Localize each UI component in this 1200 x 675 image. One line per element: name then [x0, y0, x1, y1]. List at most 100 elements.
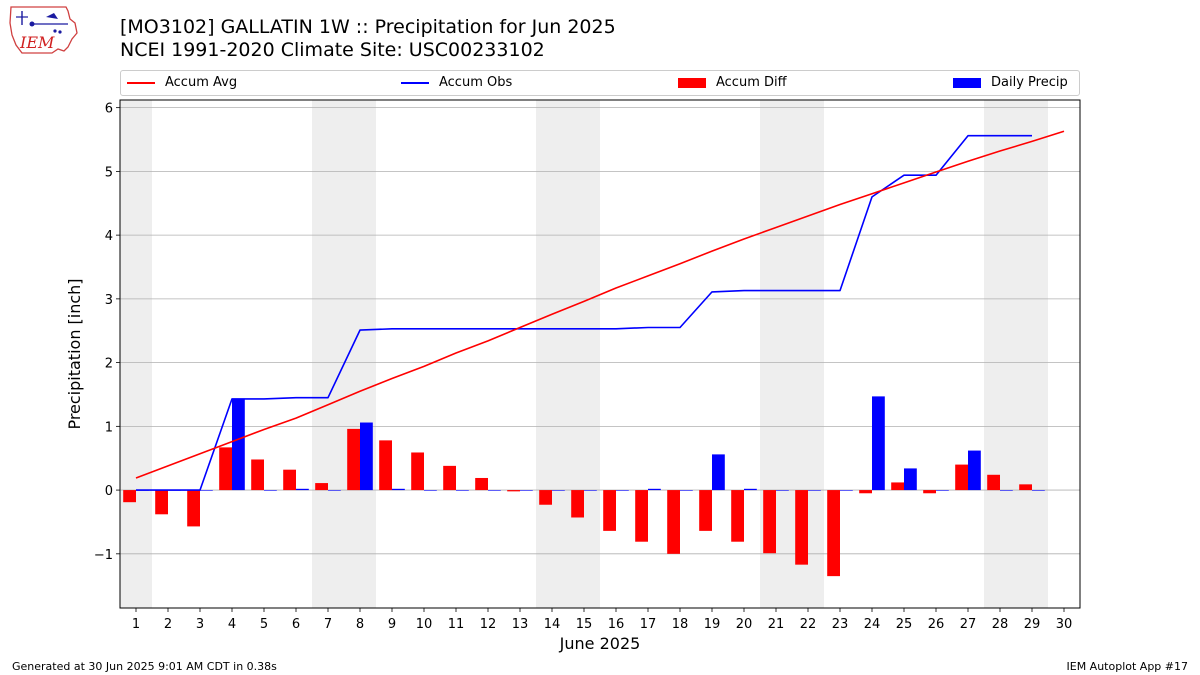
x-tick-label: 25 — [896, 617, 913, 632]
accum-diff-bar — [251, 459, 264, 491]
weekend-band — [984, 100, 1048, 608]
legend-swatch-diff — [678, 77, 706, 88]
x-tick-label: 23 — [832, 617, 849, 632]
daily-precip-bar — [936, 490, 949, 491]
weekend-band — [312, 100, 376, 608]
x-tick-label: 4 — [228, 617, 236, 632]
legend-item-daily: Daily Precip — [953, 75, 1068, 90]
daily-precip-bar — [872, 396, 885, 491]
x-tick-label: 10 — [416, 617, 433, 632]
daily-precip-bar — [904, 468, 917, 491]
accum-diff-bar — [443, 465, 456, 491]
x-tick-label: 12 — [480, 617, 497, 632]
accum-diff-bar — [795, 490, 808, 565]
daily-precip-bar — [392, 488, 405, 491]
chart-subtitle: NCEI 1991-2020 Climate Site: USC00233102 — [120, 39, 545, 61]
legend-swatch-obs — [401, 81, 429, 84]
x-axis-label: June 2025 — [559, 634, 641, 653]
x-tick-label: 3 — [196, 617, 204, 632]
daily-precip-bar — [424, 490, 437, 491]
daily-precip-bar — [488, 490, 501, 491]
x-tick-label: 30 — [1056, 617, 1073, 632]
y-tick-label: 1 — [105, 420, 113, 435]
accum-diff-bar — [603, 490, 616, 531]
x-tick-label: 9 — [388, 617, 396, 632]
x-tick-label: 15 — [576, 617, 593, 632]
legend-item-obs: Accum Obs — [401, 75, 512, 90]
y-tick-label: 3 — [105, 293, 113, 308]
y-tick-label: 5 — [105, 165, 113, 180]
footer-app-label: IEM Autoplot App #17 — [1066, 660, 1189, 673]
daily-precip-bar — [680, 490, 693, 491]
accum-diff-bar — [347, 428, 360, 491]
accum-diff-bar — [571, 490, 584, 518]
daily-precip-bar — [552, 490, 565, 491]
accum-diff-bar — [315, 483, 328, 491]
legend-item-avg: Accum Avg — [127, 75, 237, 90]
accum-diff-bar — [699, 490, 712, 531]
x-tick-label: 7 — [324, 617, 332, 632]
daily-precip-bar — [744, 488, 757, 491]
daily-precip-bar — [1000, 490, 1013, 491]
legend: Accum Avg Accum Obs Accum Diff Daily Pre… — [120, 70, 1080, 96]
x-tick-label: 19 — [704, 617, 721, 632]
accum-diff-bar — [667, 490, 680, 554]
legend-swatch-daily — [953, 77, 981, 88]
legend-label-diff: Accum Diff — [716, 75, 787, 90]
accum-diff-bar — [731, 490, 744, 542]
legend-label-obs: Accum Obs — [439, 75, 513, 90]
chart-title: [MO3102] GALLATIN 1W :: Precipitation fo… — [120, 16, 616, 38]
legend-item-diff: Accum Diff — [678, 75, 787, 90]
daily-precip-bar — [264, 490, 277, 491]
x-tick-label: 21 — [768, 617, 785, 632]
x-tick-label: 27 — [960, 617, 977, 632]
accum-diff-bar — [891, 482, 904, 491]
weekend-band — [536, 100, 600, 608]
iem-logo: IEM — [8, 5, 80, 63]
accum-diff-bar — [187, 490, 200, 527]
accum-diff-bar — [155, 490, 168, 515]
x-tick-label: 8 — [356, 617, 364, 632]
daily-precip-bar — [616, 490, 629, 491]
x-tick-label: 22 — [800, 617, 817, 632]
accum-diff-bar — [635, 490, 648, 542]
x-tick-label: 5 — [260, 617, 268, 632]
logo-text: IEM — [19, 33, 55, 52]
x-tick-label: 1 — [132, 617, 140, 632]
daily-precip-bar — [968, 450, 981, 491]
daily-precip-bar — [232, 398, 245, 491]
accum-diff-bar — [411, 452, 424, 491]
y-tick-label: −1 — [94, 548, 113, 563]
weekend-band — [120, 100, 152, 608]
x-tick-label: 2 — [164, 617, 172, 632]
daily-precip-bar — [648, 488, 661, 491]
y-tick-label: 2 — [105, 357, 113, 372]
accum-diff-bar — [507, 490, 520, 492]
x-tick-label: 20 — [736, 617, 753, 632]
daily-precip-bar — [296, 488, 309, 491]
accum-diff-bar — [475, 477, 488, 491]
daily-precip-bar — [328, 490, 341, 491]
accum-diff-bar — [283, 469, 296, 491]
accum-diff-bar — [859, 490, 872, 494]
x-tick-label: 17 — [640, 617, 657, 632]
y-tick-label: 4 — [105, 229, 113, 244]
accum-diff-bar — [987, 474, 1000, 491]
accum-avg-line — [135, 130, 1065, 479]
daily-precip-bar — [520, 490, 533, 491]
legend-swatch-avg — [127, 81, 155, 84]
x-tick-label: 6 — [292, 617, 300, 632]
daily-precip-bar — [776, 490, 789, 491]
daily-precip-bar — [584, 490, 597, 491]
y-tick-label: 6 — [105, 102, 113, 117]
accum-diff-bar — [539, 490, 552, 505]
y-axis-label: Precipitation [inch] — [65, 278, 84, 429]
y-tick-label: 0 — [105, 484, 113, 499]
x-tick-label: 11 — [448, 617, 465, 632]
x-tick-label: 18 — [672, 617, 689, 632]
x-tick-label: 28 — [992, 617, 1009, 632]
legend-label-avg: Accum Avg — [165, 75, 238, 90]
daily-precip-bar — [456, 490, 469, 491]
daily-precip-bar — [360, 422, 373, 491]
accum-diff-bar — [1019, 484, 1032, 491]
